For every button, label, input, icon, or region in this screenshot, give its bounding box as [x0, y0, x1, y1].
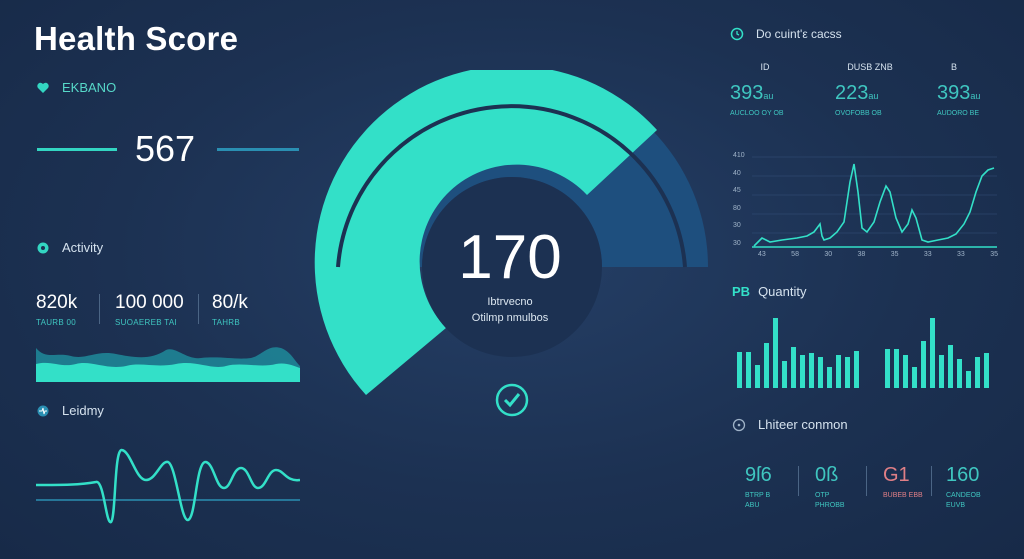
metric-value: 223: [835, 82, 869, 104]
x-tick: 30: [824, 251, 833, 258]
x-tick: 43: [758, 251, 766, 258]
activity-stat-1: 820k TAURB 00: [36, 292, 77, 327]
activity-stat-3: 80/k TAHRB: [212, 292, 248, 327]
bottom-stat-1: 9ſ6 BTRP B ABU: [745, 464, 785, 511]
bottom-stat-value: G1: [883, 464, 910, 486]
gauge-inner-arc: [336, 104, 687, 268]
activity-stat-2: 100 000 SUOAEREB TAI: [115, 292, 184, 327]
shield-heart-icon[interactable]: [494, 382, 530, 418]
metric-stat-3: B 393au AUDORO BE: [937, 62, 1007, 117]
heart-rate-line-chart: [36, 448, 300, 524]
metric-icon-label: DUSB ZNB: [847, 62, 893, 72]
score-divider-right: [217, 148, 299, 151]
line-chart-y-axis: 410 40 45 80 30 30: [733, 152, 745, 247]
metrics-line: [753, 163, 995, 247]
activity-section-label: Activity: [36, 240, 103, 255]
metrics-line-chart: [752, 156, 997, 248]
y-tick: 80: [733, 204, 741, 212]
gauge-hub: [422, 177, 602, 357]
bottom-stat-sub: OTP PHROBB: [815, 492, 845, 509]
activity-stat-sub: TAHRB: [212, 318, 241, 327]
line-chart-x-axis: 43 58 30 38 35 33 33 35: [758, 251, 998, 258]
chart-gridlines: [752, 156, 997, 234]
x-tick: 35: [990, 251, 998, 258]
stat-divider: [99, 294, 100, 324]
pulse-icon: [37, 405, 49, 416]
metric-stat-2: DUSB ZNB 223au OVOFOBB OB: [835, 62, 905, 117]
bottom-stats-section-label: Lhiteer conmon: [732, 417, 848, 432]
quantity-bar-chart: [737, 318, 989, 388]
metric-stat-1: ID 393au AUCLOO OY OB: [730, 62, 800, 117]
quantity-label-text: Quantity: [758, 284, 807, 299]
heart-icon: [37, 82, 49, 93]
heart-rate-label-text: Leidmy: [62, 403, 104, 418]
stat-divider: [798, 466, 799, 496]
metrics-heading: Do cuint'ε cacss: [756, 27, 842, 41]
activity-icon: [37, 242, 49, 253]
bottom-stat-2: 0ß OTP PHROBB: [815, 464, 855, 511]
activity-area-front: [36, 362, 300, 382]
metric-unit: au: [763, 91, 774, 101]
stat-divider: [866, 466, 867, 496]
activity-stat-value: 100 000: [115, 292, 184, 313]
metric-unit: au: [970, 91, 981, 101]
metric-sub: AUDORO BE: [937, 110, 980, 117]
stat-divider: [931, 466, 932, 496]
metric-value: 393: [937, 82, 971, 104]
x-tick: 33: [923, 251, 932, 258]
stat-divider: [198, 294, 199, 324]
bottom-stat-value: 160: [946, 464, 980, 486]
x-tick: 58: [791, 251, 799, 258]
page-title: Health Score: [34, 20, 239, 57]
metric-sub: OVOFOBB OB: [835, 110, 882, 117]
metric-icon-label: ID: [760, 62, 770, 72]
overview-section-label: EKBANO: [36, 80, 116, 95]
score-value: 567: [135, 128, 196, 169]
metric-unit: au: [868, 91, 879, 101]
metric-icon-label: B: [951, 62, 958, 72]
activity-label-text: Activity: [62, 240, 104, 255]
x-tick: 35: [890, 251, 899, 258]
activity-stat-value: 820k: [36, 292, 78, 313]
activity-stat-value: 80/k: [212, 292, 248, 313]
bottom-stat-4: 160 CANDEOB EUVB: [946, 464, 996, 511]
gauge-caption-primary: Ibtrvecno: [487, 296, 533, 308]
y-tick: 30: [733, 222, 741, 230]
gauge-caption-secondary: Otilmp nmulbos: [471, 312, 549, 324]
activity-stat-sub: TAURB 00: [36, 318, 77, 327]
info-icon: [732, 418, 746, 431]
y-tick: 40: [733, 169, 741, 177]
overview-label-text: EKBANO: [62, 80, 117, 95]
activity-area-chart: [36, 347, 300, 382]
y-tick: 410: [733, 152, 745, 159]
gauge-value: 170: [458, 223, 562, 292]
bottom-stat-sub: BUBEB EBB: [883, 492, 923, 499]
gauge-fill: [314, 70, 657, 395]
bottom-stats-heading: Lhiteer conmon: [758, 417, 848, 432]
bottom-stat-value: 9ſ6: [745, 464, 772, 486]
score-divider-left: [37, 148, 117, 151]
clock-icon: [730, 27, 744, 41]
metrics-section-label: Do cuint'ε cacss: [730, 27, 842, 41]
activity-stat-sub: SUOAEREB TAI: [115, 318, 177, 327]
metric-sub: AUCLOO OY OB: [730, 110, 784, 117]
bottom-stat-3: G1 BUBEB EBB: [883, 464, 923, 501]
metric-value: 393: [730, 82, 764, 104]
x-tick: 33: [957, 251, 965, 258]
bottom-stat-sub: BTRP B ABU: [745, 492, 771, 509]
quantity-bars: [737, 318, 989, 388]
heart-rate-section-label: Leidmy: [36, 403, 104, 418]
x-tick: 38: [857, 251, 866, 258]
health-gauge: [314, 70, 708, 395]
heart-rate-line: [36, 448, 300, 524]
bottom-stat-value: 0ß: [815, 464, 839, 486]
y-tick: 30: [733, 239, 741, 247]
y-tick: 45: [733, 187, 741, 195]
quantity-section-label: PB Quantity: [732, 284, 806, 299]
quantity-prefix: PB: [732, 284, 751, 299]
bottom-stat-sub: CANDEOB EUVB: [946, 492, 981, 509]
